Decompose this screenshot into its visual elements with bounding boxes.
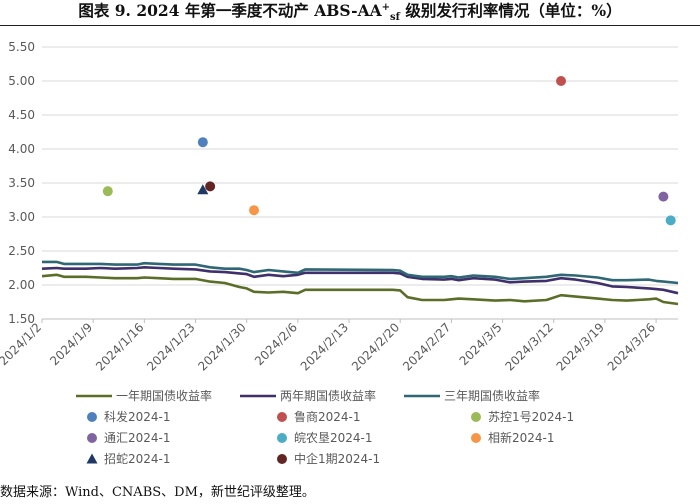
legend-marker	[87, 433, 97, 443]
legend-marker	[277, 433, 287, 443]
x-tick-label: 2024/1/30	[195, 320, 248, 373]
series-line-1	[41, 273, 679, 306]
title-suffix: 级别发行利率情况（单位：%）	[399, 1, 622, 20]
x-tick-label: 2024/2/27	[400, 320, 453, 373]
y-tick-label: 4.00	[8, 142, 35, 156]
y-tick-label: 1.50	[8, 312, 35, 326]
line-chart: 1.50 2.00 2.50 3.00 3.50 4.00 4.50 5.00 5.50 202…	[0, 40, 679, 466]
issue-point	[197, 137, 208, 148]
issue-point	[556, 76, 567, 86]
legend-label: 两年期国债收益率	[280, 388, 376, 403]
legend-label: 鲁商2024-1	[294, 409, 361, 424]
x-tick-label: 2024/3/12	[502, 320, 555, 373]
x-tick-label: 2024/3/19	[554, 320, 607, 373]
y-axis-ticks: 1.50 2.00 2.50 3.00 3.50 4.00 4.50 5.00 5.50	[8, 40, 35, 326]
title-main: 图表 9. 2024 年第一季度不动产 ABS-AA	[78, 1, 382, 20]
y-tick-label: 3.00	[8, 210, 35, 224]
y-tick-label: 2.50	[8, 244, 35, 258]
y-tick-label: 3.50	[8, 176, 35, 190]
series-lines	[41, 260, 679, 306]
legend-label: 皖农垦2024-1	[294, 431, 373, 445]
x-tick-label: 2024/1/2	[0, 320, 44, 368]
x-tick-label: 2024/3/5	[457, 320, 505, 368]
legend-marker	[277, 412, 287, 422]
legend-marker	[471, 412, 481, 422]
x-tick-label: 2024/2/13	[298, 320, 351, 373]
legend-label: 苏控1号2024-1	[488, 410, 574, 424]
legend-label: 一年期国债收益率	[116, 388, 212, 403]
y-tick-label: 2.00	[8, 278, 35, 292]
x-tick-label: 2024/1/16	[93, 320, 146, 373]
legend-label: 通汇2024-1	[104, 431, 171, 445]
y-tick-label: 4.50	[8, 108, 35, 122]
issue-point	[205, 181, 216, 192]
series-line-3	[42, 260, 679, 285]
title-rule	[0, 25, 700, 26]
legend-marker	[277, 454, 287, 464]
issue-point	[249, 205, 259, 216]
title-subscript: sf	[390, 12, 400, 24]
legend-label: 招蛇2024-1	[104, 451, 171, 466]
chart-title: 图表 9. 2024 年第一季度不动产 ABS-AA+sf 级别发行利率情况（单…	[0, 0, 700, 24]
grid-lines	[42, 46, 678, 320]
issue-point	[658, 191, 669, 202]
legend-marker	[87, 412, 97, 422]
series-line-2	[41, 266, 679, 295]
x-tick-label: 2024/1/9	[47, 320, 95, 368]
x-tick-label: 2024/1/23	[144, 320, 197, 373]
x-tick-label: 2024/2/20	[349, 320, 402, 373]
x-axis-ticks: 2024/1/2 2024/1/92024/1/162024/1/232024/1…	[0, 319, 658, 374]
x-tick-label: 2024/2/6	[252, 320, 300, 368]
legend-label: 三年期国债收益率	[444, 388, 540, 403]
data-source-note: 数据来源：Wind、CNABS、DM，新世纪评级整理。	[0, 485, 315, 500]
legend-label: 中企1期2024-1	[294, 451, 380, 466]
legend-label: 科发2024-1	[104, 409, 171, 424]
title-superscript: +	[381, 1, 391, 13]
y-tick-label: 5.00	[8, 74, 35, 88]
issue-point	[197, 184, 209, 195]
issue-point	[665, 215, 676, 226]
legend-marker	[471, 433, 481, 443]
legend-marker	[86, 453, 98, 464]
y-tick-label: 5.50	[8, 40, 35, 54]
issue-points	[102, 76, 676, 226]
legend-label: 相新2024-1	[488, 430, 555, 445]
x-tick-label: 2024/3/26	[605, 320, 658, 373]
issue-point	[102, 186, 113, 197]
